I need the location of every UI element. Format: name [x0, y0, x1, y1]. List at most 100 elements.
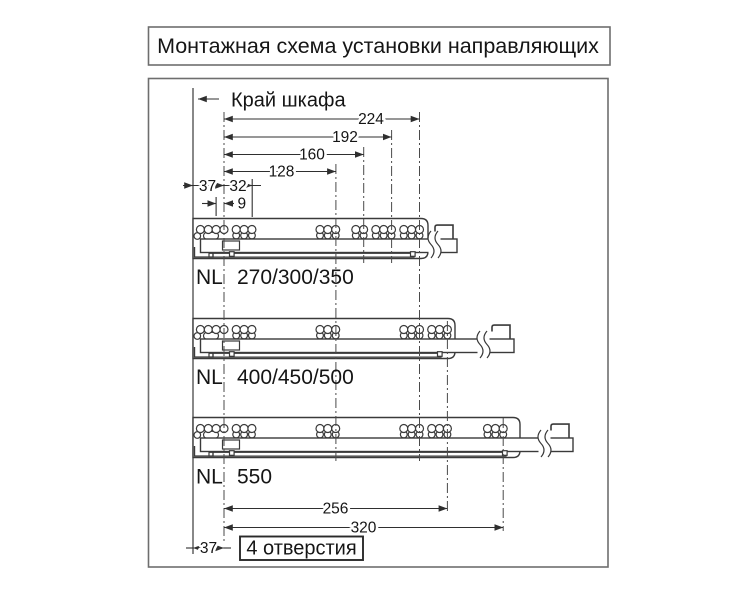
reference-lines [223, 112, 504, 543]
front-bracket [193, 446, 214, 457]
mounting-hole [351, 224, 361, 235]
dimension-224: 224 [224, 109, 420, 131]
mounting-hole [211, 423, 221, 434]
dimension-37-32: 37 32 [183, 176, 261, 217]
break-wave [483, 330, 491, 359]
mounting-hole [407, 324, 417, 335]
dimension-160: 160 [224, 144, 364, 166]
front-bracket [193, 347, 214, 358]
mounting-hole [195, 324, 205, 335]
mounting-hole [482, 423, 493, 434]
clip [436, 351, 443, 357]
mounting-hole [399, 224, 409, 235]
dim-label-320: 320 [351, 520, 377, 537]
dim-label-192: 192 [332, 129, 358, 146]
mounting-hole [203, 423, 213, 434]
dimension-37-bottom: 37 [186, 538, 231, 560]
dim-label-37-bottom: 37 [200, 540, 217, 557]
rail-detail [221, 439, 241, 450]
slide-drawing-nl-270-300-350 [192, 217, 458, 260]
drawer-rail [199, 338, 515, 354]
break-wave [476, 330, 484, 359]
clip [228, 251, 235, 257]
mounting-hole [379, 224, 389, 235]
slide-drawing-nl-550 [192, 416, 574, 459]
dim-label-160: 160 [299, 147, 325, 164]
dim-label-224: 224 [358, 111, 384, 128]
break-wave [537, 429, 545, 458]
mounting-hole [195, 224, 205, 235]
holes-note-label: 4 отверстия [246, 538, 356, 560]
dim-label-256: 256 [323, 501, 349, 518]
rear-hook [491, 324, 511, 339]
front-bracket [193, 247, 214, 258]
cabinet-edge-callout: Край шкафа [198, 90, 346, 112]
slide-1-sizes: 400/450/500 [237, 366, 354, 389]
mounting-hole [399, 423, 409, 434]
slide-labels: NL 270/300/350 NL 400/450/500 NL 550 [196, 266, 354, 489]
mounting-hole [315, 324, 325, 335]
clip [501, 450, 508, 456]
mounting-hole [399, 324, 409, 335]
mounting-hole [231, 423, 241, 434]
page-title: Монтажная схема установки направляющих [157, 34, 599, 58]
rail-detail [221, 240, 241, 251]
break-wave [434, 230, 442, 259]
dim-label-37: 37 [199, 178, 216, 195]
break-gap [538, 437, 551, 453]
dimension-320: 320 [224, 517, 504, 539]
bottom-bar [208, 252, 415, 258]
mounting-hole [211, 224, 221, 235]
dim-label-32: 32 [229, 178, 246, 195]
title-box [147, 26, 611, 66]
drawer-rail [199, 437, 574, 453]
mounting-hole [407, 423, 417, 434]
dimension-9: 9 [202, 193, 249, 216]
mounting-hole [323, 324, 333, 335]
clip [228, 351, 235, 357]
mounting-hole [247, 423, 257, 434]
dim-label-9: 9 [238, 196, 247, 213]
mounting-hole [434, 324, 445, 335]
mounting-hole [231, 224, 241, 235]
mounting-hole [371, 224, 381, 235]
slide-2-nl: NL [196, 466, 223, 489]
holes-note: 4 отверстия [239, 535, 364, 561]
mounting-hole [203, 224, 213, 235]
holes-note-box [239, 535, 364, 561]
dimension-192: 192 [224, 127, 392, 149]
dim-label-128: 128 [269, 164, 295, 181]
rear-hook [550, 423, 570, 438]
bottom-bar [208, 451, 507, 457]
mounting-hole [203, 324, 213, 335]
bottom-bar [208, 352, 442, 358]
drawer-rail [199, 238, 458, 254]
mounting-hole [239, 324, 249, 335]
slide-2-sizes: 550 [237, 466, 272, 489]
mounting-hole [427, 324, 437, 335]
mounting-hole [239, 224, 249, 235]
slide-1-nl: NL [196, 366, 223, 389]
break-gap [428, 238, 441, 254]
mounting-hole [247, 324, 257, 335]
break-wave [427, 230, 435, 259]
slide-0-nl: NL [196, 266, 223, 289]
dimension-128: 128 [224, 161, 336, 183]
mounting-hole [427, 423, 437, 434]
mounting-hole [247, 224, 257, 235]
mounting-hole [211, 324, 221, 335]
dimension-256: 256 [224, 498, 448, 520]
mounting-hole [323, 423, 333, 434]
clip [228, 450, 235, 456]
mounting-hole [239, 423, 249, 434]
mounting-hole [315, 423, 325, 434]
clip [409, 251, 416, 257]
mounting-hole [315, 224, 325, 235]
mounting-hole [323, 224, 333, 235]
mounting-hole [231, 324, 241, 335]
slide-drawing-nl-400-450-500 [192, 317, 515, 360]
mounting-hole [434, 423, 445, 434]
mounting-hole [195, 423, 205, 434]
